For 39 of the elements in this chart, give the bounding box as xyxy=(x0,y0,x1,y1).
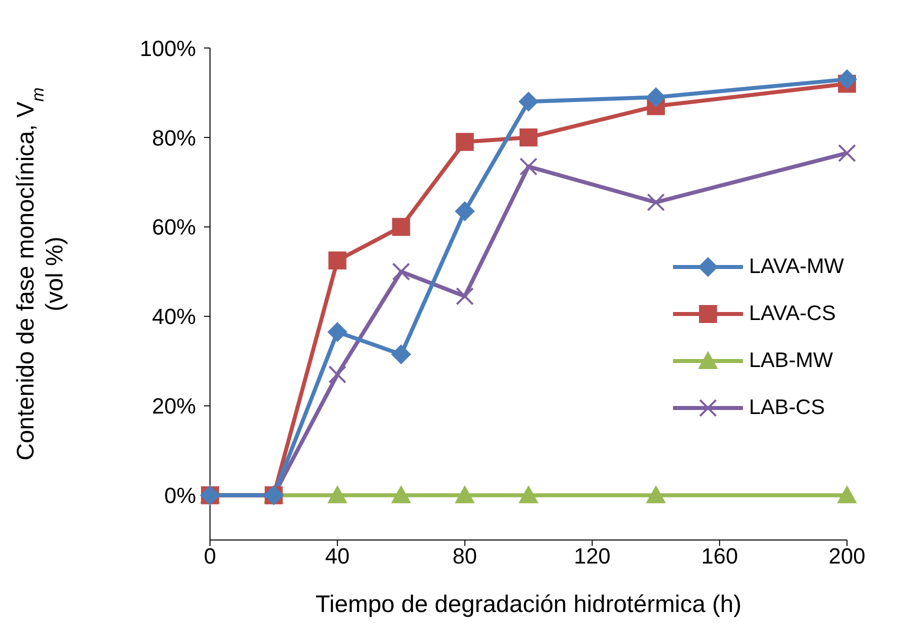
point xyxy=(518,485,538,504)
point xyxy=(520,128,538,146)
point xyxy=(456,287,474,306)
y-tick-label: 0% xyxy=(164,483,196,508)
point xyxy=(646,193,665,212)
point xyxy=(392,262,410,281)
y-tick-label: 80% xyxy=(152,125,196,150)
point xyxy=(327,322,348,342)
y-tick-label: 40% xyxy=(152,304,196,330)
x-tick-label: 160 xyxy=(701,544,738,569)
point xyxy=(520,158,538,176)
point xyxy=(456,132,474,151)
x-tick-label: 200 xyxy=(828,544,866,569)
y-tick-label: 20% xyxy=(152,394,196,419)
point xyxy=(646,485,666,504)
point xyxy=(837,485,857,504)
point xyxy=(518,92,538,112)
point xyxy=(392,218,410,236)
point xyxy=(328,366,346,384)
legend-label: LAVA-CS xyxy=(749,302,836,326)
point xyxy=(328,251,346,270)
point xyxy=(327,485,348,504)
x-axis-title: Tiempo de degradación hidrotérmica (h) xyxy=(316,591,742,618)
y-tick-label: 100% xyxy=(140,36,196,61)
point xyxy=(646,87,666,108)
point xyxy=(454,485,475,504)
point xyxy=(391,344,412,364)
legend-label: LAB-CS xyxy=(749,396,825,420)
point xyxy=(391,485,412,504)
legend-label: LAVA-MW xyxy=(749,254,844,278)
y-tick-label: 60% xyxy=(152,214,196,240)
x-tick-label: 0 xyxy=(204,544,216,569)
point xyxy=(837,69,857,90)
x-tick-label: 40 xyxy=(325,544,350,569)
x-tick-label: 80 xyxy=(452,544,478,569)
x-tick-label: 120 xyxy=(574,544,611,569)
point xyxy=(454,201,475,222)
point xyxy=(838,144,856,162)
legend-label: LAB-MW xyxy=(749,348,833,372)
